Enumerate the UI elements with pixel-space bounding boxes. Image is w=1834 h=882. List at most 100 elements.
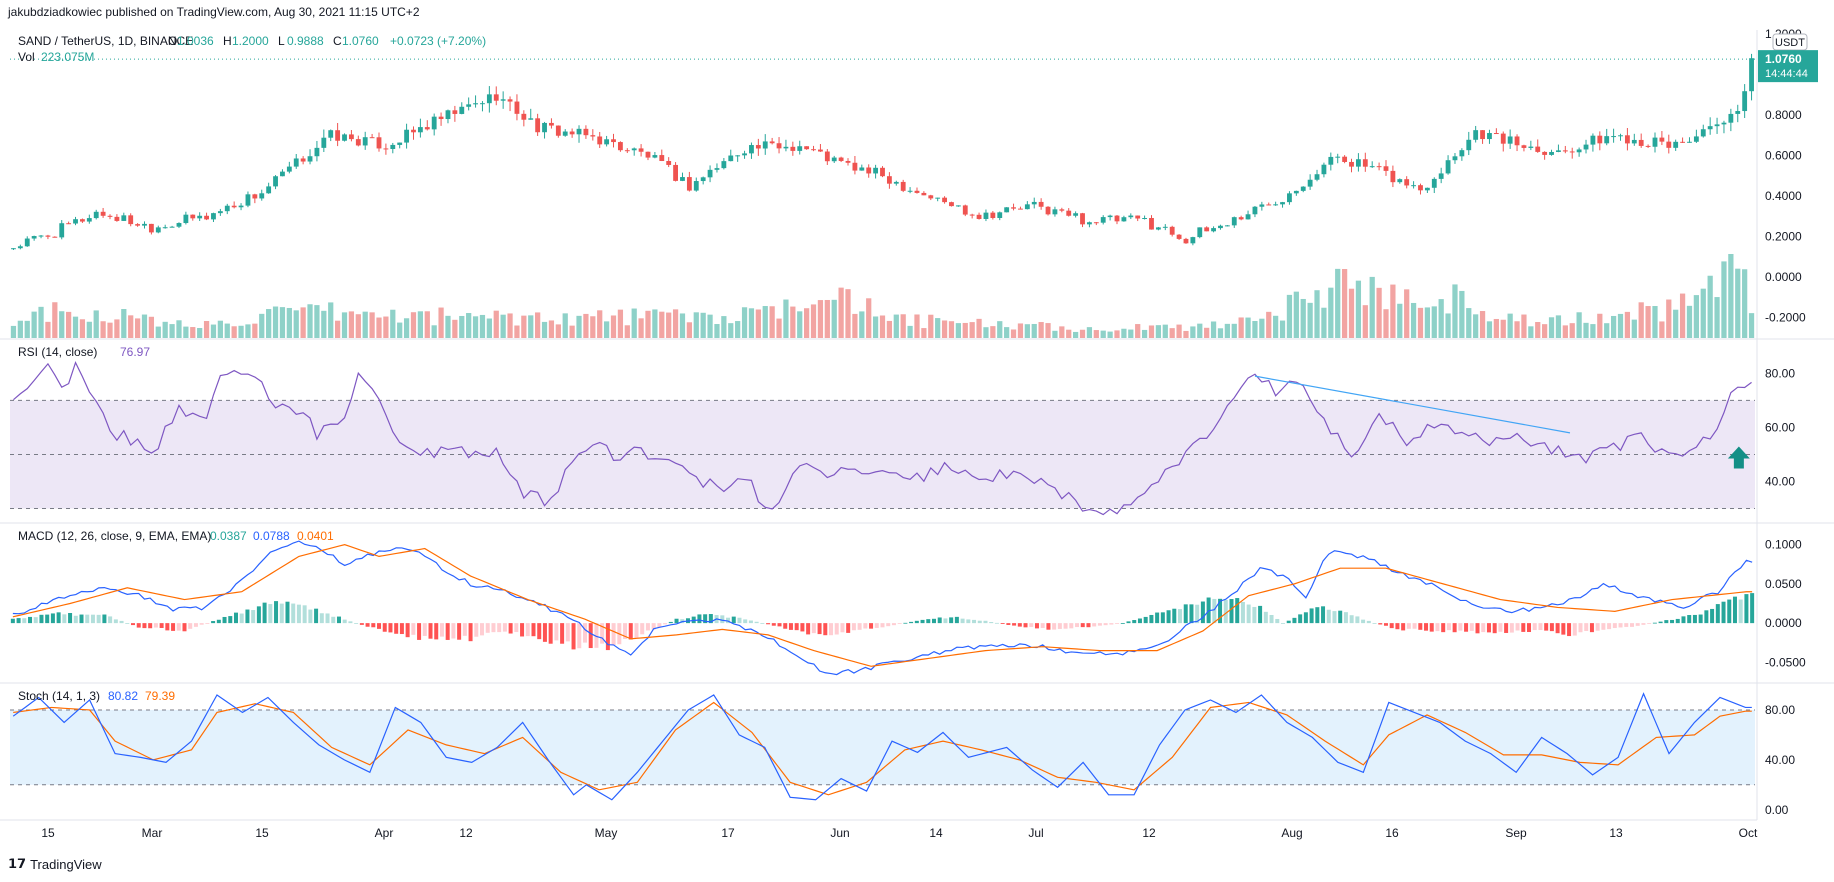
macd-histogram-bar <box>1389 623 1394 629</box>
macd-histogram-bar <box>462 623 467 636</box>
volume-bar <box>341 312 348 338</box>
macd-histogram-bar <box>1538 623 1543 631</box>
macd-histogram-bar <box>1658 621 1663 624</box>
macd-histogram-bar <box>165 623 170 631</box>
macd-histogram-bar <box>525 623 530 637</box>
macd-histogram-bar <box>325 613 330 624</box>
macd-histogram-bar <box>222 616 227 624</box>
macd-histogram-bar <box>439 623 444 637</box>
volume-bar <box>438 307 444 338</box>
volume-bar <box>328 302 334 338</box>
volume-bar <box>431 325 437 338</box>
candle-body <box>721 161 727 169</box>
volume-bar <box>162 321 168 338</box>
volume-bar <box>1604 323 1610 338</box>
macd-histogram-bar <box>85 614 90 624</box>
volume-bar <box>603 321 610 338</box>
candle-body <box>1349 161 1354 167</box>
macd-histogram-bar <box>1618 623 1623 628</box>
volume-bar <box>638 318 644 338</box>
candle-body <box>1045 206 1051 215</box>
macd-histogram-bar <box>1355 616 1360 624</box>
macd-histogram-bar <box>783 623 788 629</box>
macd-histogram-bar <box>96 614 101 624</box>
macd-histogram-bar <box>354 623 359 624</box>
macd-histogram-bar <box>1292 617 1297 624</box>
volume-bar <box>1300 298 1306 338</box>
candle-body <box>1487 133 1492 140</box>
macd-histogram-bar <box>10 618 15 624</box>
macd-histogram-bar <box>159 623 164 628</box>
macd-histogram-bar <box>520 623 525 637</box>
macd-histogram-bar <box>1115 623 1120 624</box>
volume-bar <box>535 312 541 338</box>
volume-bar <box>403 318 410 338</box>
candle-body <box>80 219 85 222</box>
volume-bar <box>672 309 679 338</box>
macd-histogram-bar <box>193 623 198 627</box>
volume-bar <box>1155 325 1162 338</box>
volume-bar <box>1569 323 1575 338</box>
volume-bar <box>1210 321 1217 338</box>
macd-histogram-bar <box>148 623 153 629</box>
candle-body <box>1369 166 1375 168</box>
stoch-band <box>10 709 1755 785</box>
macd-histogram-bar <box>1698 614 1703 624</box>
macd-histogram-bar <box>405 623 410 638</box>
macd-histogram-bar <box>1670 619 1675 624</box>
volume-bar <box>190 327 196 338</box>
candle-body <box>245 194 251 206</box>
candle-body <box>1314 174 1320 180</box>
candle-body <box>404 129 410 143</box>
volume-bar <box>1314 290 1320 338</box>
volume-bar <box>1383 309 1389 338</box>
rsi-axis-tick: 60.00 <box>1765 420 1795 434</box>
volume-bar <box>93 310 99 338</box>
macd-histogram-bar <box>1000 623 1005 624</box>
candle-body <box>128 215 134 225</box>
macd-histogram-bar <box>1429 623 1434 632</box>
volume-bar <box>1031 323 1037 338</box>
volume-bar <box>479 314 486 338</box>
time-axis-tick: 14 <box>929 826 943 840</box>
candle-body <box>714 168 720 170</box>
candle-body <box>1397 179 1403 183</box>
stoch-axis-tick: 80.00 <box>1765 703 1795 717</box>
candle-body <box>790 146 796 151</box>
macd-histogram-bar <box>1584 623 1589 631</box>
candle-body <box>707 169 713 178</box>
macd-histogram-bar <box>811 623 816 634</box>
candle-body <box>645 151 651 158</box>
candle-body <box>1038 201 1044 207</box>
candle-body <box>542 122 547 133</box>
candle-body <box>1280 202 1285 205</box>
candle-body <box>1376 166 1382 168</box>
candle-body <box>1631 139 1637 144</box>
candle-body <box>521 113 527 120</box>
rsi-axis-tick: 40.00 <box>1765 474 1795 488</box>
macd-legend-label: MACD (12, 26, close, 9, EMA, EMA) <box>18 529 211 543</box>
macd-histogram-bar <box>211 621 216 624</box>
candle-body <box>1024 204 1030 210</box>
currency-box[interactable] <box>1772 33 1808 51</box>
last-price-badge <box>1758 50 1818 83</box>
candle-body <box>86 218 92 222</box>
macd-histogram-bar <box>1017 623 1022 627</box>
candle-body <box>831 157 837 162</box>
volume-bar <box>514 325 520 338</box>
breakout-arrow-icon[interactable] <box>1727 446 1750 469</box>
macd-histogram-bar <box>886 623 891 627</box>
tradingview-footer[interactable]: 𝟭𝟳 TradingView <box>8 856 102 872</box>
macd-histogram-bar <box>497 623 502 633</box>
macd-histogram-bar <box>1647 623 1652 624</box>
rsi-trendline[interactable] <box>1254 375 1571 434</box>
candle-body <box>362 137 368 146</box>
macd-histogram-bar <box>869 623 874 629</box>
stoch-legend-k: 80.82 <box>108 689 138 703</box>
volume-bar <box>1693 295 1699 338</box>
candle-body <box>969 214 975 216</box>
macd-histogram-bar <box>1160 612 1165 624</box>
volume-bar <box>941 320 948 338</box>
volume-bar <box>1631 319 1637 338</box>
